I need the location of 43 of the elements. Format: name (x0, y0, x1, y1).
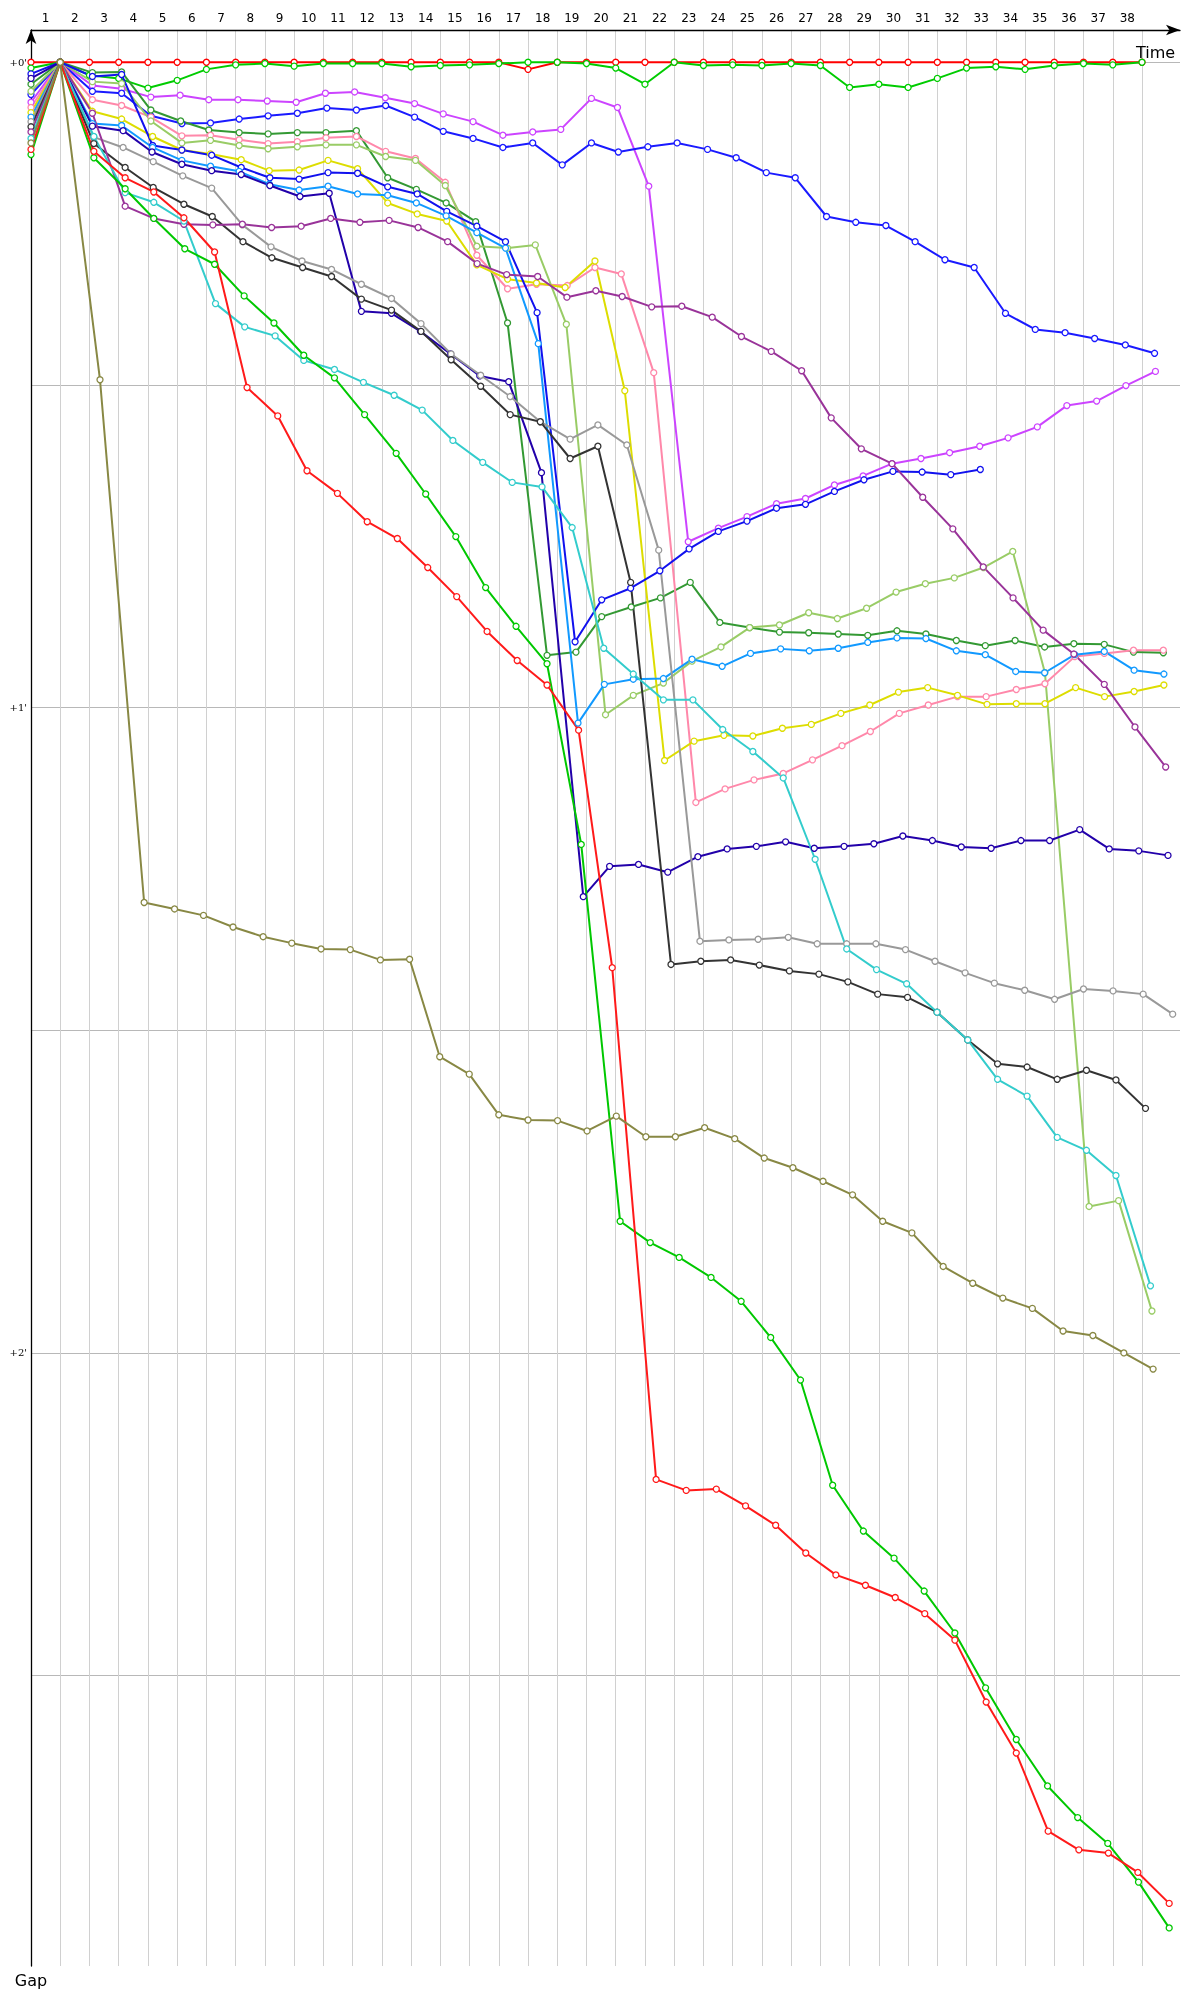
y-tick-label: +2' (9, 1347, 27, 1359)
x-tick-label: 11 (330, 11, 346, 25)
x-tick-label: 21 (622, 11, 638, 25)
x-tick-label: 31 (915, 11, 931, 25)
x-tick-label: 2 (71, 11, 79, 25)
x-axis-title: Time (1135, 42, 1176, 62)
x-tick-label: 1 (41, 11, 50, 25)
x-tick-label: 18 (535, 11, 551, 25)
x-tick-label: 4 (129, 11, 138, 25)
x-tick-label: 36 (1061, 11, 1077, 25)
x-tick-label: 29 (856, 11, 872, 25)
x-tick-label: 5 (158, 11, 167, 25)
x-tick-label: 22 (651, 11, 668, 25)
x-tick-label: 9 (275, 11, 284, 25)
x-tick-label: 24 (710, 11, 726, 25)
x-tick-label: 19 (564, 11, 580, 25)
x-tick-label: 30 (885, 11, 902, 25)
x-tick-label: 15 (447, 11, 463, 25)
x-tick-label: 14 (418, 11, 434, 25)
x-tick-label: 35 (1032, 11, 1048, 25)
x-tick-label: 20 (593, 11, 609, 25)
x-tick-label: 27 (798, 11, 814, 25)
x-tick-label: 23 (681, 11, 697, 25)
x-tick-label: 7 (217, 11, 225, 25)
x-tick-label: 26 (768, 11, 785, 25)
x-tick-label: 10 (301, 11, 317, 25)
x-tick-label: 28 (827, 11, 843, 25)
x-tick-label: 12 (359, 11, 375, 25)
x-tick-label: 8 (246, 11, 255, 25)
x-tick-label: 3 (100, 11, 108, 25)
x-tick-label: 33 (973, 11, 989, 25)
x-tick-label: 17 (505, 11, 522, 25)
x-tick-label: 37 (1090, 11, 1106, 25)
x-tick-label: 25 (739, 11, 755, 25)
y-tick-label: +1' (9, 702, 27, 714)
x-tick-label: 38 (1119, 11, 1136, 25)
x-tick-label: 13 (388, 11, 405, 25)
y-axis-title: Gap (14, 1970, 48, 1990)
x-tick-label: 32 (944, 11, 960, 25)
x-tick-label: 16 (476, 11, 492, 25)
y-tick-label: +0' (9, 56, 27, 68)
x-tick-label: 6 (187, 11, 196, 25)
x-tick-label: 34 (1002, 11, 1019, 25)
